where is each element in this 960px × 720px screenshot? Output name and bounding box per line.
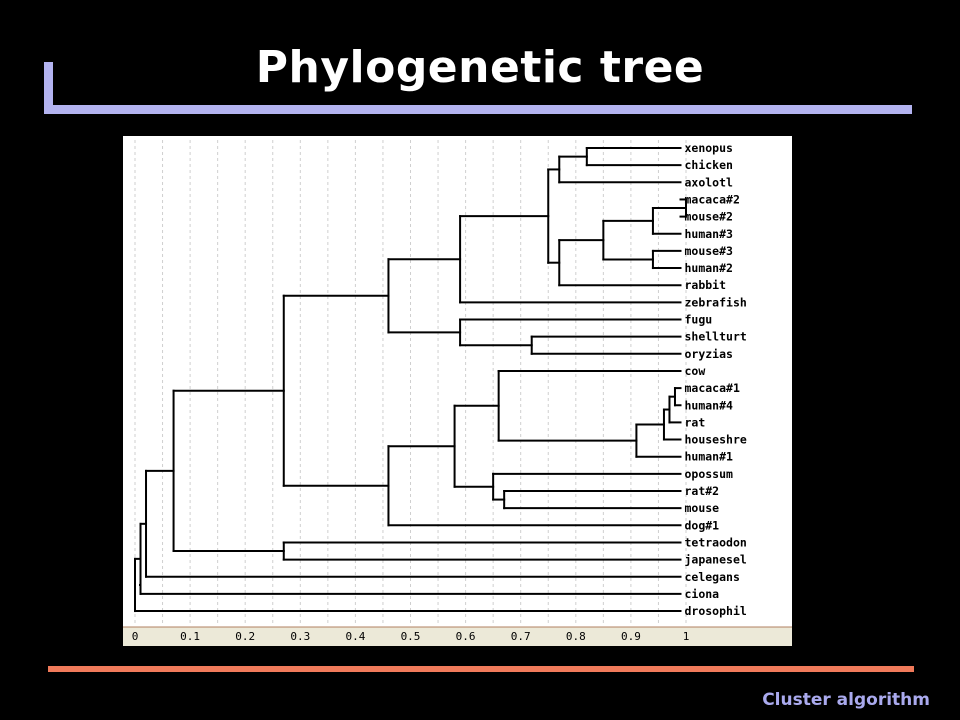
leaf-label: rat#2 (684, 484, 719, 498)
leaf-label: mouse (684, 501, 719, 515)
leaf-label: rat (684, 415, 705, 429)
axis-tick-label: 0 (132, 630, 139, 643)
leaf-label: drosophil (684, 604, 746, 618)
leaf-label: dog#1 (684, 518, 719, 532)
axis-tick-label: 0.8 (566, 630, 586, 643)
title-underline (44, 105, 912, 114)
phylogenetic-tree: xenopus chicken axolotl macaca#2 mouse#2 huma… (123, 136, 792, 646)
footer-rule (48, 666, 914, 672)
leaf-label: japanesel (684, 553, 746, 567)
leaf-label: xenopus (684, 141, 732, 155)
leaf-label: opossum (684, 467, 733, 481)
leaf-label: celegans (684, 570, 739, 584)
leaf-label: cow (684, 364, 705, 378)
slide-title: Phylogenetic tree (255, 42, 705, 93)
leaf-label: mouse#2 (684, 210, 732, 224)
axis-tick-label: 0.3 (290, 630, 310, 643)
title-accent-bar (44, 62, 53, 112)
leaf-label: human#2 (684, 261, 732, 275)
axis-tick-label: 0.2 (235, 630, 255, 643)
leaf-label: human#3 (684, 227, 733, 241)
leaf-label: oryzias (684, 347, 732, 361)
leaf-label: human#4 (684, 398, 733, 412)
leaf-label: axolotl (684, 175, 733, 189)
axis-tick-label: 0.7 (511, 630, 531, 643)
axis-tick-label: 0.5 (401, 630, 421, 643)
leaf-label: macaca#1 (684, 381, 739, 395)
axis-bar (123, 627, 792, 646)
leaf-label: houseshre (684, 433, 746, 447)
axis-tick-label: 0.1 (180, 630, 200, 643)
axis-tick-label: 0.6 (456, 630, 476, 643)
leaf-label: ciona (684, 587, 719, 601)
leaf-label: macaca#2 (684, 192, 739, 206)
leaf-label: fugu (684, 313, 712, 327)
leaf-label: zebrafish (684, 295, 746, 309)
leaf-label: rabbit (684, 278, 726, 292)
axis-tick-label: 1 (683, 630, 690, 643)
leaf-label: tetraodon (684, 535, 746, 549)
phylogenetic-tree-panel: xenopus chicken axolotl macaca#2 mouse#2 huma… (123, 136, 792, 646)
axis-tick-label: 0.4 (345, 630, 365, 643)
leaf-label: human#1 (684, 450, 733, 464)
leaf-label: shellturt (684, 330, 746, 344)
axis-tick-label: 0.9 (621, 630, 641, 643)
leaf-label: mouse#3 (684, 244, 733, 258)
leaf-label: chicken (684, 158, 733, 172)
footer-label: Cluster algorithm (762, 690, 930, 710)
